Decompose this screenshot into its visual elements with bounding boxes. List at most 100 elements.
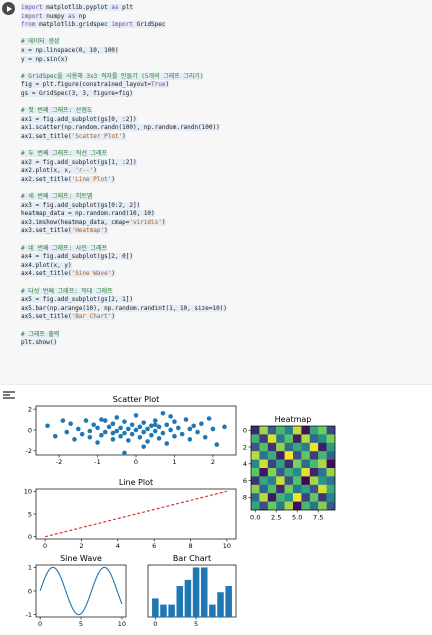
heatmap-cell	[276, 434, 285, 443]
scatter-point	[206, 416, 212, 421]
heatmap-cell	[309, 501, 319, 511]
scatter-point	[106, 424, 112, 430]
heatmap-cell	[259, 451, 268, 460]
heatmap-cell	[318, 442, 327, 452]
scatter-point	[164, 422, 170, 428]
heatmap-cell	[318, 493, 327, 502]
heatmap-cell	[251, 493, 260, 502]
heatmap-cell	[284, 501, 294, 511]
heatmap-cell	[318, 426, 327, 435]
scatter-point	[202, 434, 208, 440]
heatmap-cell	[251, 426, 260, 435]
run-cell-button[interactable]	[2, 2, 15, 15]
scatter-point	[141, 429, 146, 435]
code-line: ax3.set_title('Heatmap')	[21, 227, 108, 235]
code-line: ax1.set_title('Scatter Plot')	[21, 132, 126, 140]
code-blank-line	[21, 64, 429, 73]
figure-output: -2 -1 0 1 2 2 0 -2 Scatter Plot 0 2 4 6 8 10 10 5 0 Line P…	[0, 388, 432, 635]
bar	[168, 604, 175, 617]
scatter-point	[122, 450, 127, 456]
scatter-title: Scatter Plot	[113, 395, 159, 404]
scatter-point	[72, 437, 77, 442]
scatter-point	[52, 433, 58, 439]
code-comment-line: # 네 번째 그래프: 사인 그래프	[21, 244, 108, 252]
code-line: ax1.scatter(np.random.randn(100), np.ran…	[21, 124, 220, 132]
scatter-point	[137, 434, 143, 440]
code-line: gs = GridSpec(3, 3, figure=fig)	[21, 89, 133, 97]
line-plot-title: Line Plot	[119, 478, 153, 487]
code-blank-line	[21, 322, 429, 331]
heatmap-cell	[326, 451, 336, 460]
code-line: from matplotlib.gridspec import GridSpec	[21, 21, 166, 29]
heatmap-cell	[309, 459, 319, 469]
scatter-point	[102, 429, 108, 435]
heatmap-cell	[293, 426, 302, 435]
heatmap-cell	[259, 476, 268, 485]
heatmap-cell	[284, 493, 294, 502]
heatmap-cell	[301, 468, 310, 477]
heatmap-cell	[276, 442, 285, 452]
heatmap-cell	[326, 434, 336, 443]
heatmap-cell	[326, 459, 336, 469]
scatter-point	[176, 425, 181, 431]
scatter-point	[172, 433, 177, 439]
scatter-point	[183, 417, 189, 422]
code-line: ax2.set_title('Line Plot')	[21, 175, 115, 183]
heatmap-cell	[293, 468, 302, 477]
code-blank-line	[21, 99, 429, 108]
x-tick-label: 5.0	[292, 514, 302, 522]
scatter-point	[126, 438, 131, 443]
y-tick-label: 2	[243, 443, 247, 451]
code-line: ax4 = fig.add_subplot(gs[2, 0])	[21, 253, 133, 261]
scatter-point	[87, 428, 93, 434]
x-tick-label: 7.5	[313, 514, 323, 522]
heatmap-cell	[309, 468, 319, 477]
code-blank-line	[21, 30, 429, 39]
code-cell[interactable]: import matplotlib.pyplot as plt import nu…	[0, 0, 432, 385]
scatter-point	[110, 437, 116, 442]
heatmap-cell	[251, 434, 260, 443]
x-tick-label: 2	[211, 458, 215, 466]
code-line: ax2 = fig.add_subplot(gs[1, :2])	[21, 158, 137, 166]
heatmap-cell	[284, 426, 294, 435]
heatmap-cell	[293, 484, 302, 494]
heatmap-cell	[284, 476, 294, 485]
heatmap-cell	[318, 484, 327, 494]
code-blank-line	[21, 142, 429, 151]
heatmap-cell	[318, 468, 327, 477]
heatmap-cell	[267, 459, 277, 469]
scatter-point	[122, 419, 127, 424]
scatter-point	[95, 440, 100, 445]
x-tick-label: 10	[118, 620, 126, 628]
scatter-point	[95, 425, 100, 431]
heatmap-cell	[276, 426, 285, 435]
x-tick-label: 0	[153, 620, 157, 628]
scatter-point	[68, 421, 73, 427]
heatmap-cell	[267, 442, 277, 452]
code-line: import matplotlib.pyplot as plt	[21, 4, 134, 11]
heatmap-cell	[267, 484, 277, 494]
code-line: plt.show()	[21, 339, 58, 347]
scatter-point	[168, 427, 173, 433]
heatmap-cell	[309, 476, 319, 485]
scatter-point	[110, 421, 116, 427]
y-tick-label: 6	[243, 477, 247, 485]
heatmap-cell	[293, 451, 302, 460]
code-line: ax3 = fig.add_subplot(gs[0:2, 2])	[21, 201, 141, 209]
output-toggle-icon[interactable]	[3, 391, 15, 401]
heatmap-cell	[301, 434, 310, 443]
heatmap-cell	[267, 451, 277, 460]
heatmap-cell	[267, 426, 277, 435]
scatter-point	[114, 428, 120, 434]
heatmap-cell	[318, 476, 327, 485]
y-tick-label: 0	[243, 427, 247, 435]
heatmap-cell	[326, 442, 336, 452]
scatter-point	[137, 424, 143, 430]
x-tick-label: 10	[223, 542, 231, 550]
y-tick-label: 10	[24, 488, 32, 496]
code-editor[interactable]: import matplotlib.pyplot as plt import nu…	[21, 4, 429, 348]
x-tick-label: 0	[43, 542, 47, 550]
scatter-point	[60, 418, 66, 423]
scatter-point	[99, 417, 104, 422]
bar	[209, 604, 216, 617]
